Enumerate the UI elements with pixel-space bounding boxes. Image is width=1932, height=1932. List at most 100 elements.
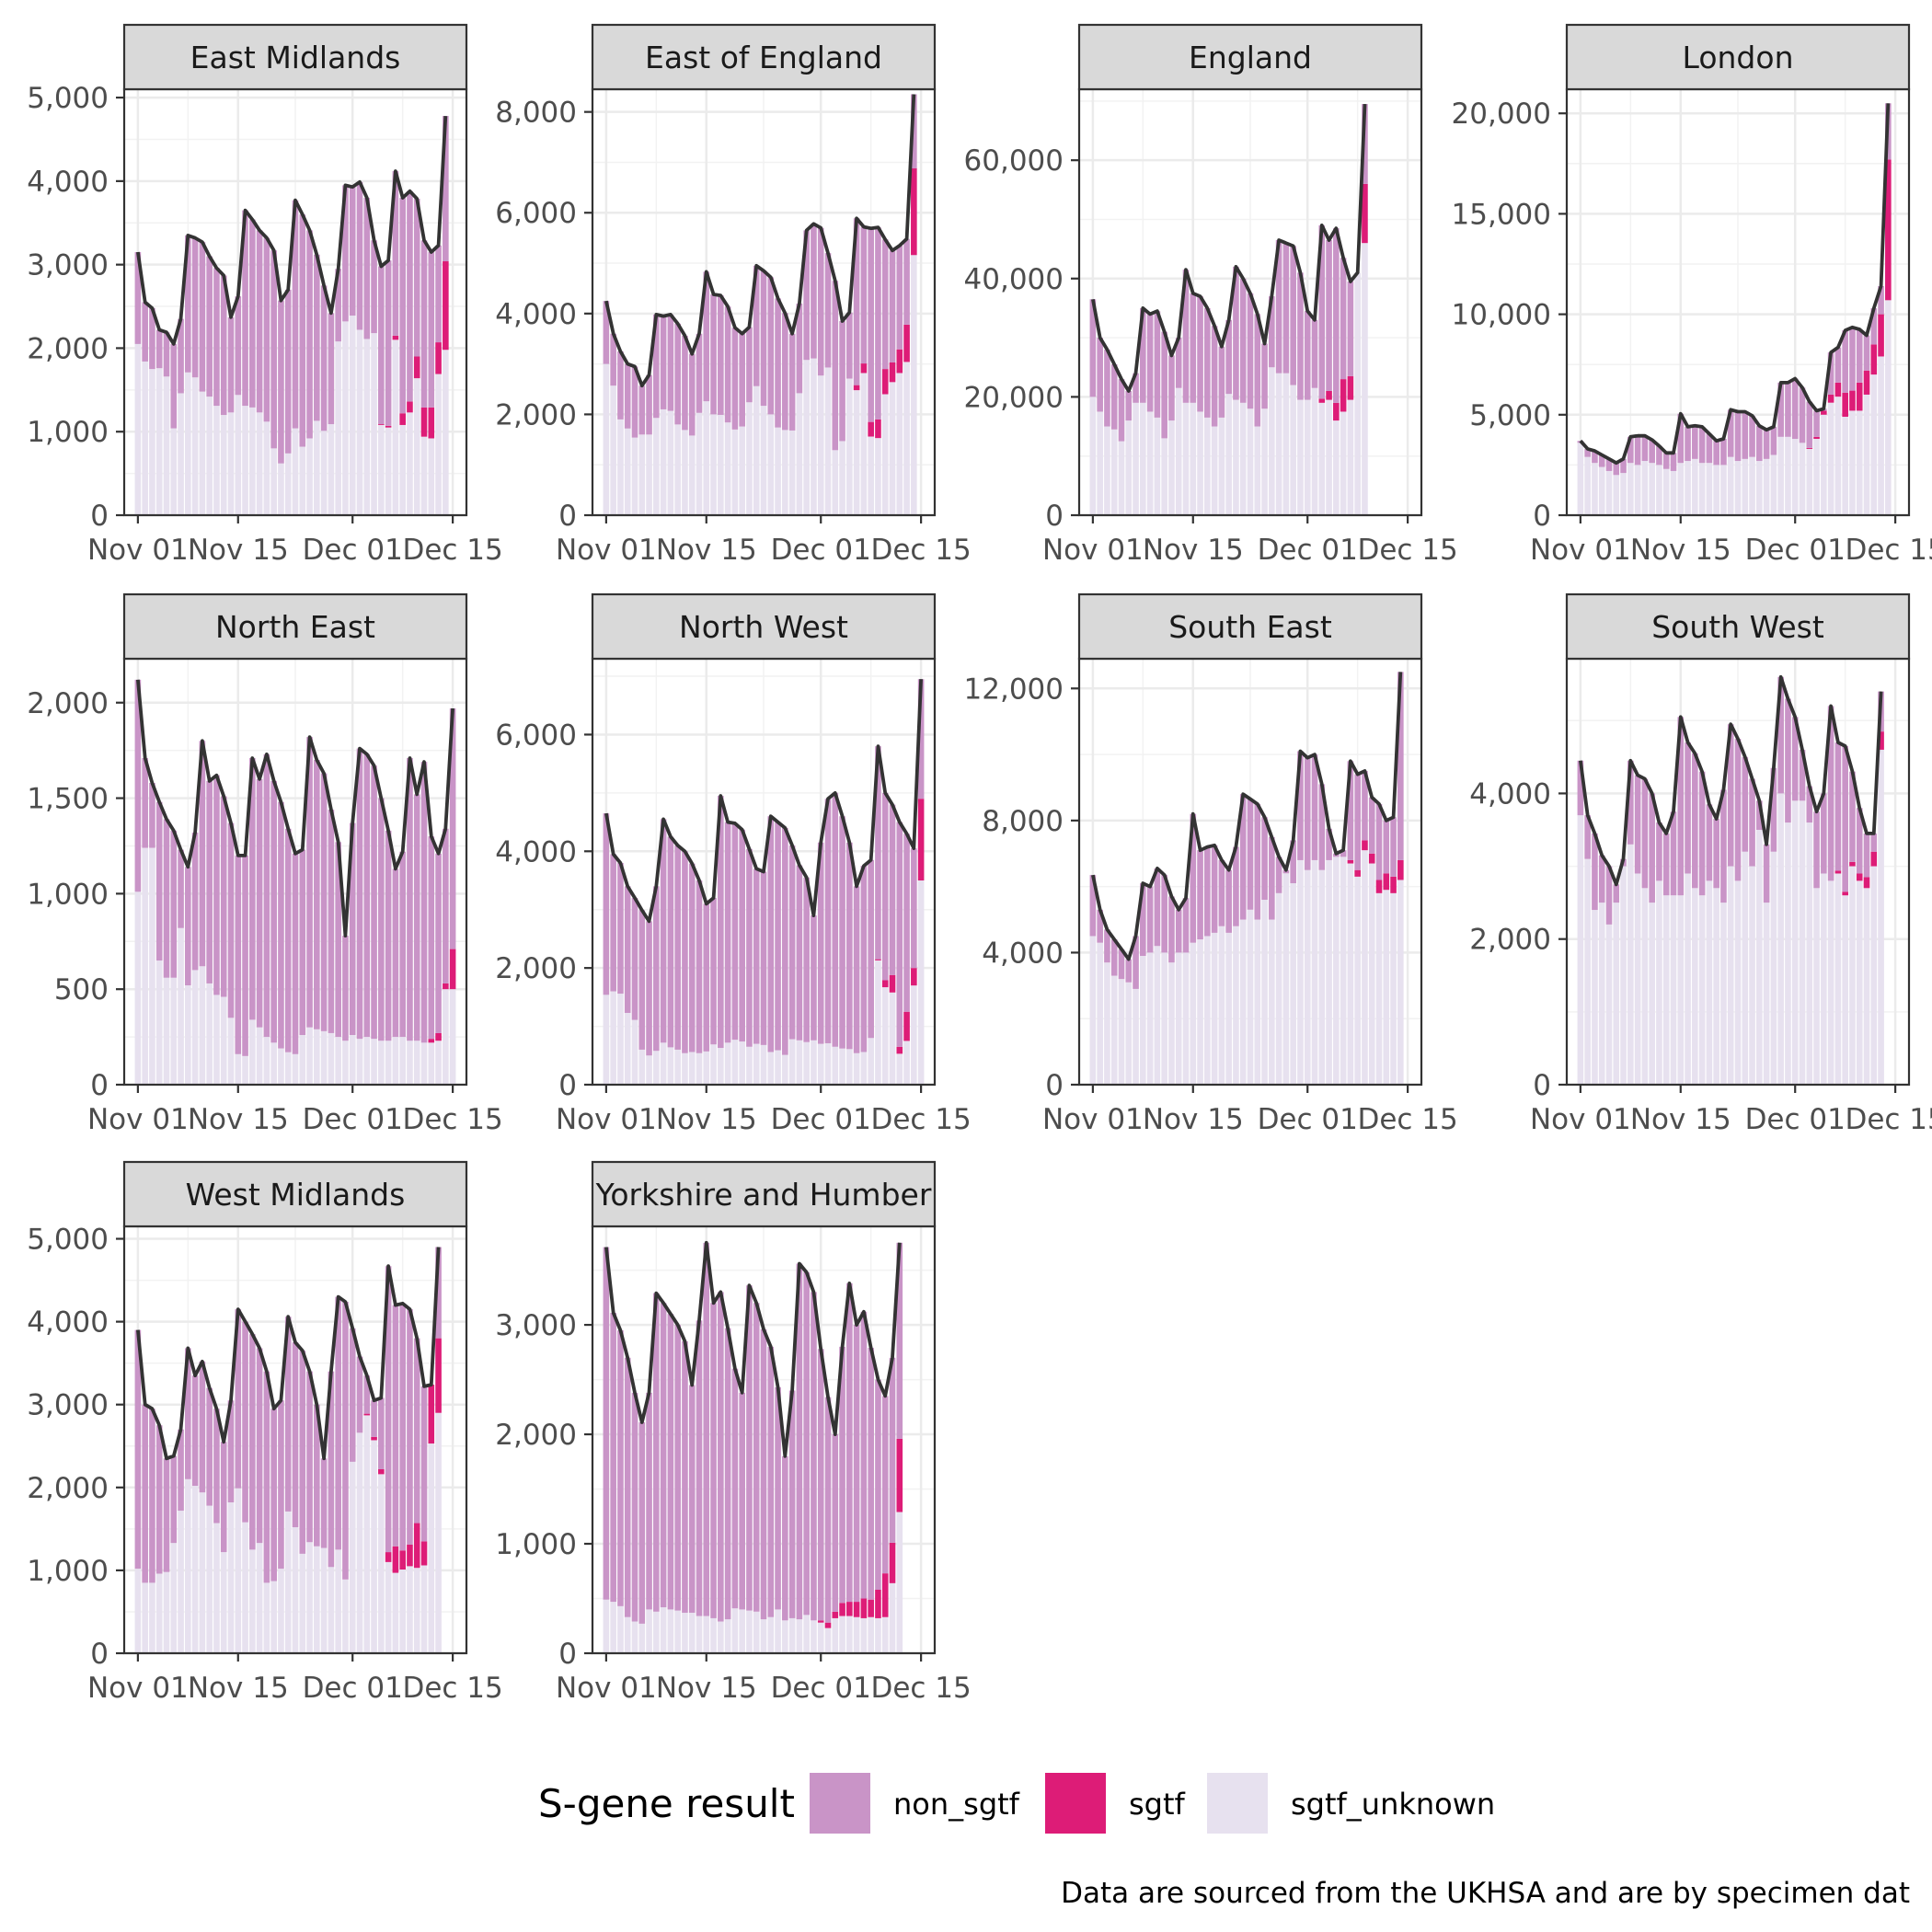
bar-sgtf-unknown bbox=[220, 1552, 227, 1653]
bar-sgtf-unknown bbox=[1713, 888, 1719, 1085]
bar-sgtf-unknown bbox=[1304, 399, 1311, 515]
bar-non-sgtf bbox=[213, 775, 220, 995]
facet-south-west: South West 0 2,000 4,000 Nov 01 Nov 15 Dec 01 D… bbox=[1469, 592, 1932, 1136]
bar-sgtf bbox=[875, 419, 881, 439]
bar-sgtf-unknown bbox=[1821, 414, 1827, 515]
bar-sgtf-unknown bbox=[753, 1611, 760, 1653]
bar-sgtf bbox=[1347, 375, 1354, 400]
bar-non-sgtf bbox=[270, 250, 277, 449]
bar-sgtf bbox=[896, 1046, 903, 1054]
bar-non-sgtf bbox=[1627, 436, 1634, 464]
bar-sgtf-unknown bbox=[1304, 869, 1311, 1085]
bar-non-sgtf bbox=[1190, 813, 1197, 943]
bar-sgtf-unknown bbox=[242, 406, 248, 515]
bar-non-sgtf bbox=[1168, 896, 1175, 963]
bar-sgtf bbox=[853, 1602, 860, 1617]
y-tick-label: 6,000 bbox=[495, 719, 577, 752]
bar-non-sgtf bbox=[1104, 929, 1110, 963]
bar-non-sgtf bbox=[1713, 819, 1719, 889]
bar-non-sgtf bbox=[718, 295, 724, 415]
bar-non-sgtf bbox=[299, 849, 306, 1036]
bar-non-sgtf bbox=[775, 298, 781, 428]
strip-label: Yorkshire and Humber bbox=[595, 1177, 932, 1213]
bar-sgtf-unknown bbox=[1089, 936, 1097, 1085]
bar-non-sgtf bbox=[817, 227, 824, 376]
bar-sgtf-unknown bbox=[206, 397, 213, 515]
bar-non-sgtf bbox=[420, 240, 428, 408]
bar-sgtf bbox=[1813, 436, 1820, 440]
bar-sgtf-unknown bbox=[824, 367, 832, 515]
bar-non-sgtf bbox=[249, 1334, 256, 1550]
bar-non-sgtf bbox=[860, 866, 868, 1052]
bar-sgtf-unknown bbox=[413, 1568, 420, 1653]
bar-sgtf-unknown bbox=[1290, 385, 1296, 515]
bar-sgtf bbox=[407, 1544, 413, 1567]
total-cases-line bbox=[136, 115, 448, 346]
bar-sgtf-unknown bbox=[1311, 859, 1318, 1085]
bar-non-sgtf bbox=[292, 1342, 299, 1528]
y-tick-label: 0 bbox=[558, 500, 577, 533]
bar-sgtf-unknown bbox=[1125, 982, 1133, 1085]
bar-non-sgtf bbox=[767, 816, 775, 1052]
bar-sgtf-unknown bbox=[1727, 456, 1734, 515]
bar-sgtf-unknown bbox=[1727, 866, 1734, 1085]
bar-non-sgtf bbox=[1275, 239, 1282, 374]
y-tick-label: 5,000 bbox=[27, 1224, 109, 1257]
bar-non-sgtf bbox=[371, 1400, 377, 1437]
bar-non-sgtf bbox=[399, 198, 406, 414]
bar-sgtf-unknown bbox=[753, 385, 760, 515]
bar-non-sgtf bbox=[803, 1271, 810, 1616]
bar-sgtf-unknown bbox=[328, 1567, 335, 1653]
bar-sgtf-unknown bbox=[1849, 410, 1856, 515]
bar-non-sgtf bbox=[235, 1309, 242, 1489]
bar-sgtf bbox=[1362, 840, 1368, 851]
bar-sgtf-unknown bbox=[1168, 420, 1175, 515]
bar-sgtf-unknown bbox=[163, 977, 170, 1085]
bar-sgtf-unknown bbox=[653, 1051, 660, 1085]
bar-sgtf-unknown bbox=[911, 985, 917, 1085]
bar-non-sgtf bbox=[420, 1386, 428, 1542]
bar-sgtf-unknown bbox=[760, 406, 767, 515]
bar-non-sgtf bbox=[1233, 266, 1239, 400]
x-tick-label: Nov 01 bbox=[556, 534, 657, 567]
bar-sgtf-unknown bbox=[1326, 859, 1332, 1085]
x-tick-label: Nov 15 bbox=[1143, 534, 1244, 567]
bar-sgtf-unknown bbox=[624, 1616, 631, 1653]
bar-non-sgtf bbox=[703, 1242, 710, 1616]
bar-sgtf-unknown bbox=[407, 1041, 413, 1085]
bar-sgtf-unknown bbox=[1598, 466, 1605, 515]
bar-sgtf-unknown bbox=[896, 1512, 903, 1653]
bar-non-sgtf bbox=[1218, 859, 1225, 926]
bar-sgtf-unknown bbox=[320, 431, 328, 515]
bar-sgtf bbox=[378, 1468, 385, 1475]
bar-sgtf-unknown bbox=[718, 1048, 724, 1085]
bar-sgtf bbox=[428, 1385, 435, 1444]
bar-sgtf-unknown bbox=[1175, 952, 1182, 1085]
bar-non-sgtf bbox=[1592, 451, 1598, 464]
bar-sgtf-unknown bbox=[1584, 456, 1591, 515]
x-tick-label: Nov 15 bbox=[188, 1672, 289, 1705]
bar-non-sgtf bbox=[227, 822, 235, 1018]
x-tick-label: Nov 01 bbox=[556, 1103, 657, 1136]
bar-non-sgtf bbox=[1613, 463, 1620, 476]
bar-sgtf-unknown bbox=[1856, 880, 1863, 1085]
bar-non-sgtf bbox=[435, 1247, 442, 1339]
bar-sgtf bbox=[435, 1032, 442, 1041]
bar-sgtf-unknown bbox=[1863, 888, 1870, 1085]
bar-sgtf bbox=[1362, 183, 1368, 244]
bar-non-sgtf bbox=[1821, 793, 1827, 874]
bar-non-sgtf bbox=[767, 1346, 775, 1617]
bar-sgtf bbox=[824, 1622, 832, 1628]
bar-non-sgtf bbox=[1863, 833, 1870, 878]
bar-non-sgtf bbox=[603, 301, 610, 364]
bar-non-sgtf bbox=[1175, 909, 1182, 953]
bar-sgtf-unknown bbox=[420, 436, 428, 515]
bar-sgtf-unknown bbox=[1182, 952, 1190, 1085]
bar-non-sgtf bbox=[889, 1357, 896, 1543]
bar-sgtf-unknown bbox=[235, 1053, 242, 1085]
bar-non-sgtf bbox=[256, 230, 263, 413]
bar-sgtf-unknown bbox=[178, 393, 184, 515]
bar-sgtf-unknown bbox=[1677, 463, 1685, 515]
bar-sgtf-unknown bbox=[378, 424, 385, 515]
x-tick-label: Dec 15 bbox=[402, 1103, 502, 1136]
